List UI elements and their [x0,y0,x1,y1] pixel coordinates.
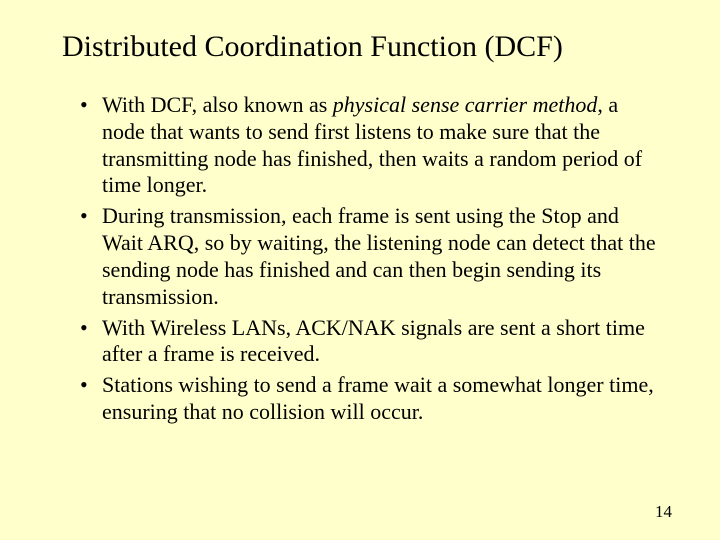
page-number: 14 [655,502,672,522]
slide-container: Distributed Coordination Function (DCF) … [0,0,720,540]
bullet-item: With Wireless LANs, ACK/NAK signals are … [80,315,660,369]
slide-title: Distributed Coordination Function (DCF) [62,30,670,64]
bullet-list: With DCF, also known as physical sense c… [80,92,660,426]
bullet-text-prefix: With Wireless LANs, ACK/NAK signals are … [102,315,645,367]
bullet-text-prefix: Stations wishing to send a frame wait a … [102,372,654,424]
bullet-text-prefix: With DCF, also known as [102,92,333,117]
bullet-item: Stations wishing to send a frame wait a … [80,372,660,426]
bullet-item: During transmission, each frame is sent … [80,203,660,310]
bullet-text-italic: physical sense carrier method [333,92,598,117]
bullet-text-prefix: During transmission, each frame is sent … [102,203,656,308]
bullet-item: With DCF, also known as physical sense c… [80,92,660,199]
